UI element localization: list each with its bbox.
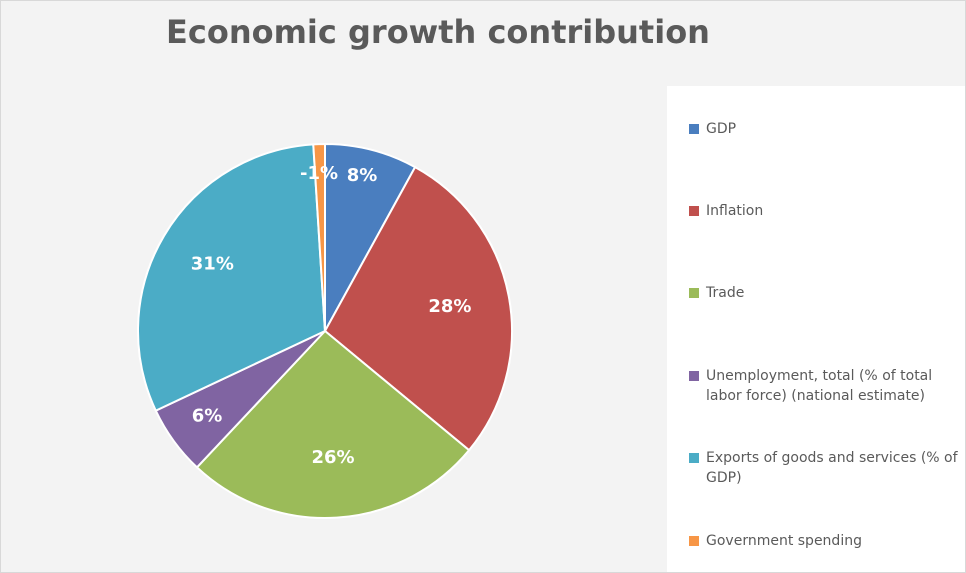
data-label-4: 31% xyxy=(191,253,234,274)
legend-item-inflation: Inflation xyxy=(689,201,964,221)
legend-item-gdp: GDP xyxy=(689,119,964,139)
legend-swatch-trade xyxy=(689,288,699,298)
legend-label: Exports of goods and services (% of GDP) xyxy=(706,450,958,486)
legend-label: GDP xyxy=(706,121,737,137)
legend-item-trade: Trade xyxy=(689,283,964,303)
data-label-3: 6% xyxy=(192,406,223,427)
pie-slice-1 xyxy=(323,165,513,452)
pie-slice-4 xyxy=(137,143,327,412)
legend-label: Inflation xyxy=(706,203,764,219)
legend-item-government-spending: Government spending xyxy=(689,531,964,551)
legend: GDP Inflation Trade Unemployment, total … xyxy=(667,86,965,572)
legend-swatch-exports xyxy=(689,453,699,463)
legend-swatch-unemployment xyxy=(689,371,699,381)
data-label-0: 8% xyxy=(347,165,378,186)
legend-label: Unemployment, total (% of total labor fo… xyxy=(706,368,933,404)
pie-slice-0 xyxy=(324,142,417,332)
data-label-2: 26% xyxy=(311,447,354,468)
legend-swatch-inflation xyxy=(689,206,699,216)
chart-title: Economic growth contribution xyxy=(166,13,710,51)
legend-swatch-gdp xyxy=(689,124,699,134)
data-label-5: -1% xyxy=(300,163,338,184)
pie-slice-2 xyxy=(195,329,471,519)
legend-label: Trade xyxy=(706,285,745,301)
legend-item-unemployment: Unemployment, total (% of total labor fo… xyxy=(689,366,964,406)
legend-item-exports: Exports of goods and services (% of GDP) xyxy=(689,448,964,488)
legend-swatch-government-spending xyxy=(689,536,699,546)
pie-slice-5 xyxy=(312,142,326,332)
legend-label: Government spending xyxy=(706,533,862,549)
data-label-1: 28% xyxy=(428,296,471,317)
